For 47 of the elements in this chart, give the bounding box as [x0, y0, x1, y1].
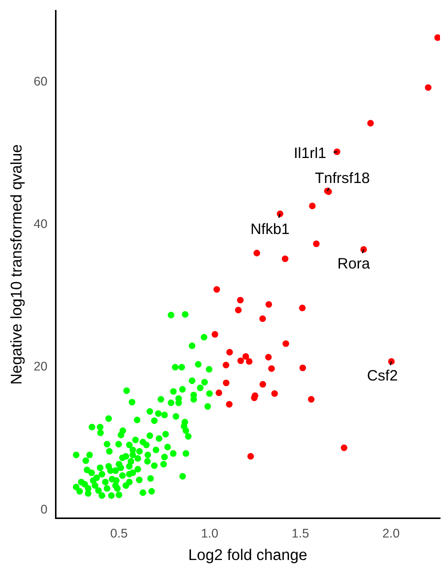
x-tick-label: 2.0	[382, 526, 400, 540]
point	[237, 357, 244, 364]
point	[260, 380, 266, 388]
annotation: Tnfrsf18	[314, 170, 370, 188]
annotation: Csf2	[366, 368, 398, 385]
y-tick-label: 0	[40, 502, 48, 516]
point	[434, 34, 440, 41]
point	[271, 390, 278, 397]
y-tick-label: 20	[34, 360, 48, 374]
y-axis-title: Negative log10 transformed qvalue	[8, 144, 26, 385]
point	[265, 354, 272, 360]
point	[212, 331, 218, 338]
point	[226, 400, 233, 408]
point	[367, 120, 374, 127]
point	[250, 394, 258, 402]
point	[259, 315, 266, 322]
point	[309, 202, 316, 210]
x-axis-title: Log2 fold change	[188, 546, 308, 564]
point	[313, 240, 320, 248]
point	[222, 380, 230, 386]
annotation: Rora	[337, 256, 371, 273]
point	[254, 250, 260, 256]
x-tick-label: 1.0	[200, 526, 218, 540]
y-tick-label: 60	[34, 74, 48, 88]
point	[299, 364, 306, 372]
point	[282, 340, 290, 347]
point	[216, 390, 222, 396]
point	[282, 255, 288, 262]
point	[340, 444, 348, 452]
x-tick-label: 1.5	[292, 526, 310, 540]
x-tick-label: 0.5	[110, 526, 128, 540]
point	[242, 353, 250, 360]
point	[222, 362, 230, 368]
point	[299, 304, 306, 312]
point	[235, 306, 242, 314]
point	[237, 296, 244, 304]
point	[213, 286, 220, 293]
point	[246, 358, 253, 365]
point	[226, 348, 233, 356]
point	[424, 84, 432, 91]
point	[268, 365, 275, 372]
y-tick-label: 40	[34, 216, 48, 231]
annotation: Nfkb1	[250, 220, 290, 238]
point	[247, 453, 254, 460]
annotation: Il1rl1	[294, 144, 326, 162]
point	[265, 301, 272, 308]
point	[308, 396, 315, 403]
